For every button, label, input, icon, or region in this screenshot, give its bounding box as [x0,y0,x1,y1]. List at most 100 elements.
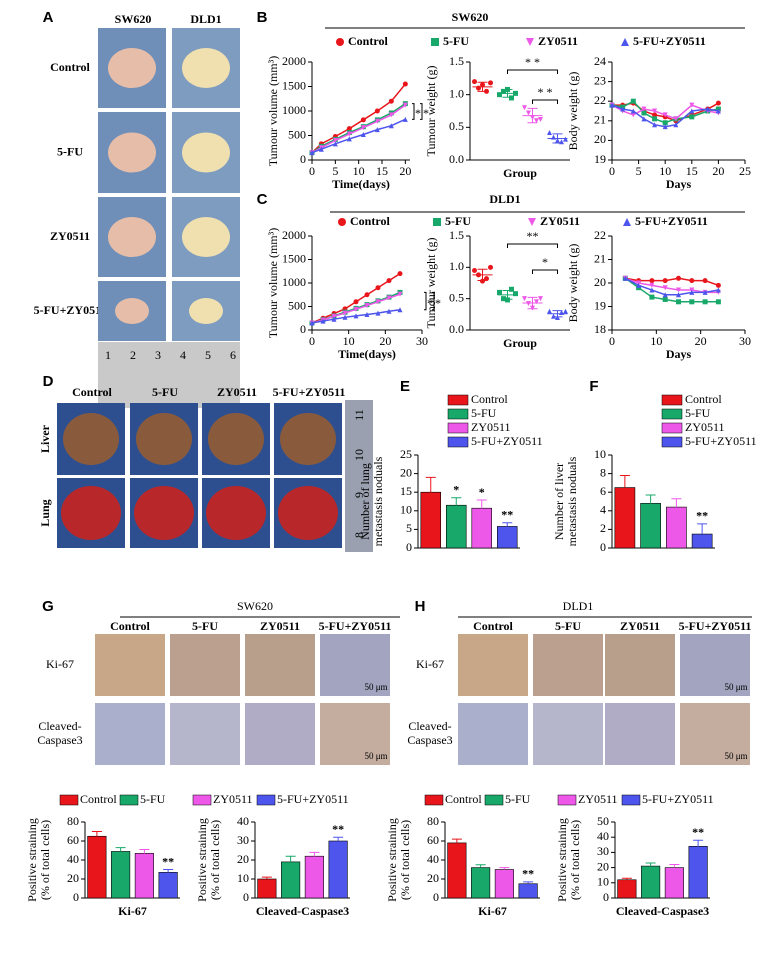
ruler-number: 9 [352,492,366,498]
marker [386,295,392,301]
y-tick-label: 0.5 [449,119,464,133]
legend-swatch [484,794,504,806]
x-tick-label: 10 [650,334,662,348]
bar [328,840,348,899]
line [624,277,719,296]
x-axis-label: Group [503,166,537,180]
error-bar [477,268,488,281]
marker [705,106,711,112]
legend-swatch [447,394,469,406]
legend-label: 5-FU [140,792,166,806]
tumour [115,298,149,324]
marker [386,308,392,314]
marker [538,296,543,302]
legend-swatch [661,436,683,448]
significance: * [423,106,429,120]
x-tick-label: 10 [343,334,355,348]
micrograph [170,703,240,765]
y-tick-label: 1000 [282,275,306,289]
significance: ** [501,507,513,521]
marker [497,92,502,98]
micrograph [458,703,528,765]
bracket [420,103,423,120]
marker [715,287,721,293]
legend-swatch [557,794,577,806]
marker [652,122,658,128]
error-bar [527,107,538,124]
ruler-number: 3 [155,348,161,362]
x-tick-label: 15 [376,164,388,178]
x-tick-label: 15 [686,164,698,178]
panel-title: SW620 [237,599,273,613]
significance: * * [538,85,553,99]
y-tick-label: 20 [400,465,412,479]
error-bar [693,839,704,847]
marker [480,278,485,284]
legend-label: Control [348,34,388,48]
bar [446,504,467,549]
y-tick-label: 24 [594,54,606,68]
liver [136,413,192,465]
y-tick-label: 500 [288,298,306,312]
y-axis-label: Tumour weight (g) [424,66,438,157]
ruler-number: 11 [352,409,366,421]
bar [497,526,518,549]
y-tick-label: 15 [400,484,412,498]
bar [471,507,492,549]
marker [332,137,338,143]
marker [534,118,539,124]
panel-letter: C [257,191,268,208]
y-tick-label: 8 [600,465,606,479]
error-bar [499,867,510,870]
marker [360,117,366,123]
y-tick-label: 21 [594,113,606,127]
error-bar [475,864,486,868]
error-bar [163,869,174,873]
bracket [432,291,435,311]
legend-swatch [447,408,469,420]
error-bar [261,876,272,879]
x-axis-label: Days [666,347,692,361]
column-header: ZY0511 [217,385,257,399]
y-tick-label: 500 [288,127,306,141]
legend-marker [336,38,344,46]
y-axis-label: Tumour volume (mm³) [266,228,280,339]
error-bar [502,290,513,300]
marker [551,313,556,319]
legend-swatch [661,408,683,420]
lung [61,486,121,540]
marker [342,314,348,320]
column-header: Control [72,385,112,399]
marker [364,303,370,309]
marker [649,294,655,300]
marker [630,108,636,114]
marker [534,299,539,305]
marker [488,80,493,86]
line [611,104,719,120]
panel-letter: G [42,598,54,615]
marker [488,264,493,270]
tumour [108,48,156,88]
marker [353,313,359,319]
scale-bar-label: 50 μm [364,751,387,761]
marker [375,299,381,305]
x-axis-label: Ki-67 [118,904,147,918]
bracket [507,69,558,74]
y-tick-label: 30 [597,844,609,858]
column-header: 5-FU [192,619,218,633]
legend-label: ZY0511 [578,792,618,806]
marker [563,136,568,142]
micrograph [458,634,528,696]
x-axis-label: Cleaved-Caspase3 [616,904,709,918]
y-tick-label: 0 [603,890,609,904]
column-header: 5-FU+ZY0511 [273,385,346,399]
row-label: Caspase3 [407,733,452,747]
y-tick-label: 2000 [282,54,306,68]
y-tick-label: 18 [594,322,606,336]
legend-marker [621,38,629,46]
bracket [412,103,415,120]
y-tick-label: 60 [67,833,79,847]
marker [689,278,695,284]
marker [563,308,568,314]
y-tick-label: 2 [600,521,606,535]
